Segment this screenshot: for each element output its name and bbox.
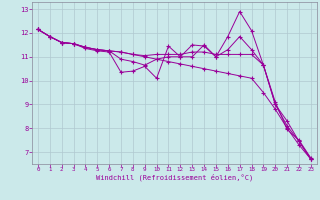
X-axis label: Windchill (Refroidissement éolien,°C): Windchill (Refroidissement éolien,°C): [96, 174, 253, 181]
